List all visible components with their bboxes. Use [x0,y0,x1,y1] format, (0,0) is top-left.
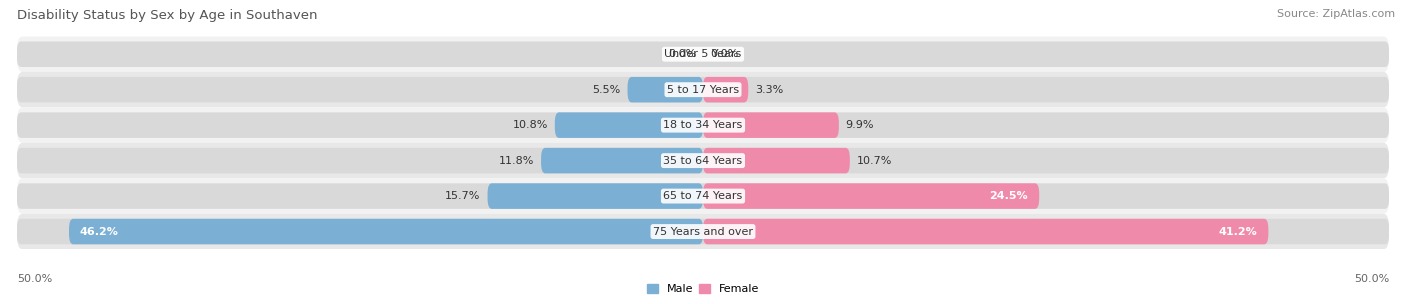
FancyBboxPatch shape [488,183,703,209]
Text: 65 to 74 Years: 65 to 74 Years [664,191,742,201]
FancyBboxPatch shape [627,77,703,102]
Text: Disability Status by Sex by Age in Southaven: Disability Status by Sex by Age in South… [17,9,318,22]
FancyBboxPatch shape [17,214,1389,249]
Legend: Male, Female: Male, Female [643,279,763,299]
FancyBboxPatch shape [17,72,1389,107]
FancyBboxPatch shape [17,41,1389,67]
Text: 46.2%: 46.2% [80,226,120,237]
FancyBboxPatch shape [17,219,1389,244]
FancyBboxPatch shape [17,143,1389,178]
Text: 50.0%: 50.0% [1354,274,1389,284]
Text: 24.5%: 24.5% [990,191,1028,201]
FancyBboxPatch shape [17,77,1389,102]
Text: Source: ZipAtlas.com: Source: ZipAtlas.com [1277,9,1395,19]
FancyBboxPatch shape [703,183,1039,209]
FancyBboxPatch shape [703,77,748,102]
Text: 18 to 34 Years: 18 to 34 Years [664,120,742,130]
FancyBboxPatch shape [17,183,1389,209]
Text: 75 Years and over: 75 Years and over [652,226,754,237]
FancyBboxPatch shape [703,148,849,173]
Text: 35 to 64 Years: 35 to 64 Years [664,156,742,166]
Text: 5 to 17 Years: 5 to 17 Years [666,85,740,95]
Text: 11.8%: 11.8% [499,156,534,166]
FancyBboxPatch shape [703,112,839,138]
FancyBboxPatch shape [17,107,1389,143]
FancyBboxPatch shape [703,219,1268,244]
FancyBboxPatch shape [17,36,1389,72]
Text: 15.7%: 15.7% [446,191,481,201]
FancyBboxPatch shape [541,148,703,173]
Text: 0.0%: 0.0% [668,49,696,59]
FancyBboxPatch shape [555,112,703,138]
FancyBboxPatch shape [69,219,703,244]
FancyBboxPatch shape [17,148,1389,173]
Text: 10.7%: 10.7% [856,156,891,166]
Text: 41.2%: 41.2% [1219,226,1257,237]
FancyBboxPatch shape [17,112,1389,138]
Text: 3.3%: 3.3% [755,85,783,95]
Text: 50.0%: 50.0% [17,274,52,284]
Text: Under 5 Years: Under 5 Years [665,49,741,59]
Text: 9.9%: 9.9% [846,120,875,130]
FancyBboxPatch shape [17,178,1389,214]
Text: 0.0%: 0.0% [710,49,738,59]
Text: 10.8%: 10.8% [513,120,548,130]
Text: 5.5%: 5.5% [592,85,620,95]
